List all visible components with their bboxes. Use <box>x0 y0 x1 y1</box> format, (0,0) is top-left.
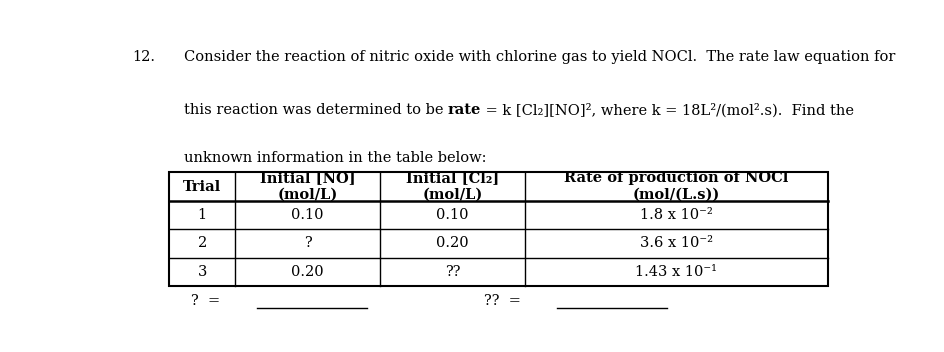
Text: ??: ?? <box>445 265 460 279</box>
Text: ?  =: ? = <box>191 294 220 308</box>
Text: 2: 2 <box>197 237 207 251</box>
Text: Initial [Cl₂]
(mol/L): Initial [Cl₂] (mol/L) <box>406 171 499 202</box>
Text: 0.20: 0.20 <box>436 237 468 251</box>
Text: 1.8 x 10⁻²: 1.8 x 10⁻² <box>640 208 713 222</box>
Text: 1: 1 <box>197 208 207 222</box>
Text: 0.10: 0.10 <box>436 208 468 222</box>
Text: 0.20: 0.20 <box>291 265 324 279</box>
Text: Initial [NO]
(mol/L): Initial [NO] (mol/L) <box>260 171 355 202</box>
Text: rate: rate <box>448 103 481 117</box>
Text: ??  =: ?? = <box>483 294 521 308</box>
Text: 12.: 12. <box>132 50 156 64</box>
Text: this reaction was determined to be: this reaction was determined to be <box>184 103 448 117</box>
Text: 3: 3 <box>197 265 207 279</box>
Text: = k [Cl₂][NO]², where k = 18L²/(mol².s).  Find the: = k [Cl₂][NO]², where k = 18L²/(mol².s).… <box>481 103 854 118</box>
Text: 1.43 x 10⁻¹: 1.43 x 10⁻¹ <box>635 265 717 279</box>
Text: Trial: Trial <box>183 180 221 194</box>
Text: 0.10: 0.10 <box>292 208 324 222</box>
Text: Consider the reaction of nitric oxide with chlorine gas to yield NOCl.  The rate: Consider the reaction of nitric oxide wi… <box>184 50 895 64</box>
Text: unknown information in the table below:: unknown information in the table below: <box>184 151 486 165</box>
Text: ?: ? <box>304 237 312 251</box>
Text: Rate of production of NOCl
(mol/(L.s)): Rate of production of NOCl (mol/(L.s)) <box>564 171 788 202</box>
Text: 3.6 x 10⁻²: 3.6 x 10⁻² <box>640 237 713 251</box>
